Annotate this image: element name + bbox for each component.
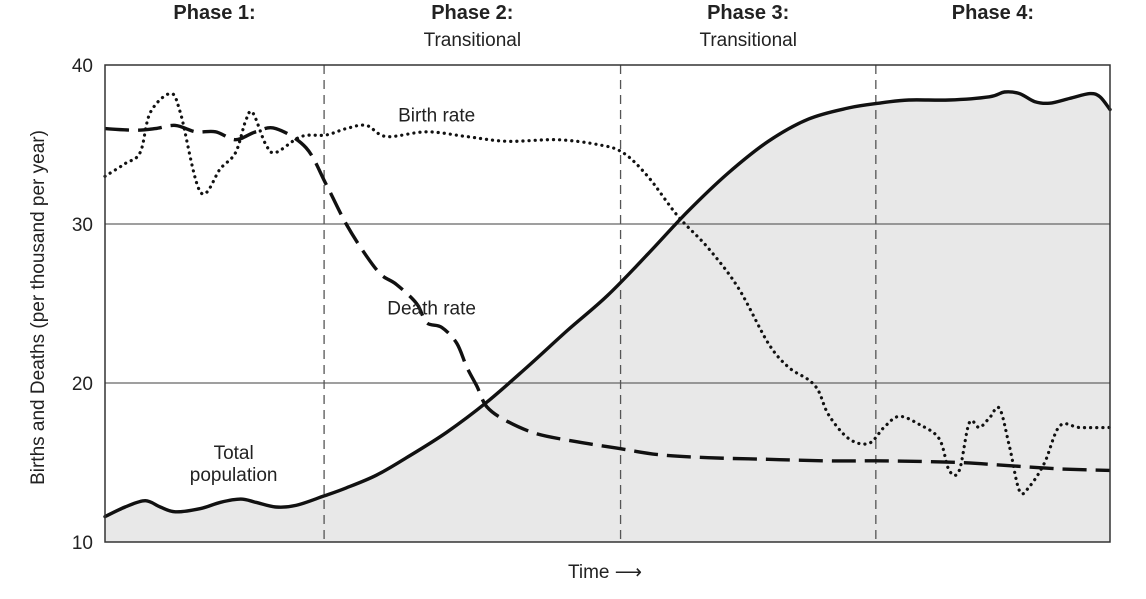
total-population-line [103, 90, 1112, 519]
phase-3-subtitle: Transitional [699, 30, 797, 51]
population-area-fill [105, 91, 1110, 543]
y-tick-label-30: 30 [72, 215, 93, 236]
y-tick-label-40: 40 [72, 56, 93, 77]
series-line-layer [103, 90, 1112, 519]
phase-2-subtitle: Transitional [424, 30, 522, 51]
y-tick-label-10: 10 [72, 533, 93, 554]
x-axis-label: Time ⟶ [568, 562, 642, 583]
population-fill-layer [105, 91, 1110, 543]
birth-rate-annotation: Birth rate [398, 105, 475, 126]
y-tick-label-20: 20 [72, 374, 93, 395]
phase-1-title: Phase 1: [173, 2, 255, 24]
phase-2-title: Phase 2: [431, 2, 513, 24]
text-layer: 10 20 30 40 Births and Deaths (per thousand … [28, 2, 1034, 583]
phase-4-title: Phase 4: [952, 2, 1034, 24]
birth-rate-line [103, 92, 1112, 496]
death-rate-line [104, 123, 1111, 473]
grid-layer [105, 223, 1110, 384]
phase-3-title: Phase 3: [707, 2, 789, 24]
plot-frame [104, 64, 1111, 543]
total-population-annotation-line2: population [190, 465, 278, 486]
y-axis-label: Births and Deaths (per thousand per year… [28, 130, 49, 485]
total-population-annotation-line1: Total [214, 443, 254, 464]
death-rate-annotation: Death rate [387, 299, 476, 320]
